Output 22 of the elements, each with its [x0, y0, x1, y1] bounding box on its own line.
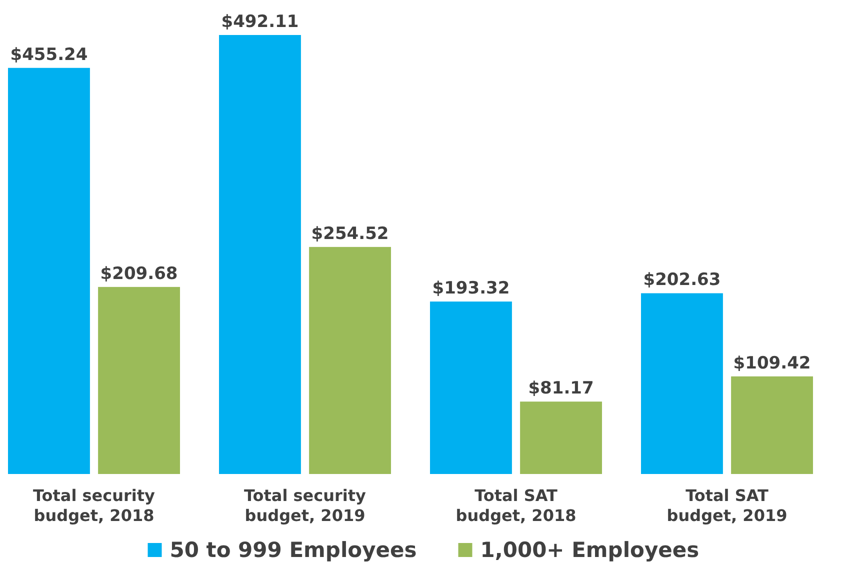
bar: [520, 402, 602, 474]
x-tick-label: Total security budget, 2019: [244, 486, 367, 525]
data-label: $202.63: [643, 270, 721, 290]
bar: [219, 35, 301, 474]
data-label: $492.11: [221, 12, 299, 32]
data-label: $455.24: [10, 44, 88, 65]
x-tick-label: Total SAT budget, 2019: [666, 486, 788, 525]
legend-label: 1,000+ Employees: [480, 538, 700, 562]
bar: [731, 376, 813, 474]
data-label: $81.17: [528, 378, 594, 399]
data-label: $193.32: [432, 278, 510, 299]
data-label: $109.42: [733, 353, 811, 374]
bar: [641, 293, 723, 474]
data-label: $254.52: [311, 224, 389, 244]
x-tick-label: Total SAT budget, 2018: [456, 486, 576, 525]
bar: [8, 68, 90, 474]
legend-label: 50 to 999 Employees: [170, 538, 417, 562]
bar: [430, 302, 512, 474]
bar: [98, 286, 180, 474]
data-label: $209.68: [100, 264, 178, 284]
x-tick-label: Total security budget, 2018: [33, 486, 156, 525]
bar: [309, 246, 391, 474]
